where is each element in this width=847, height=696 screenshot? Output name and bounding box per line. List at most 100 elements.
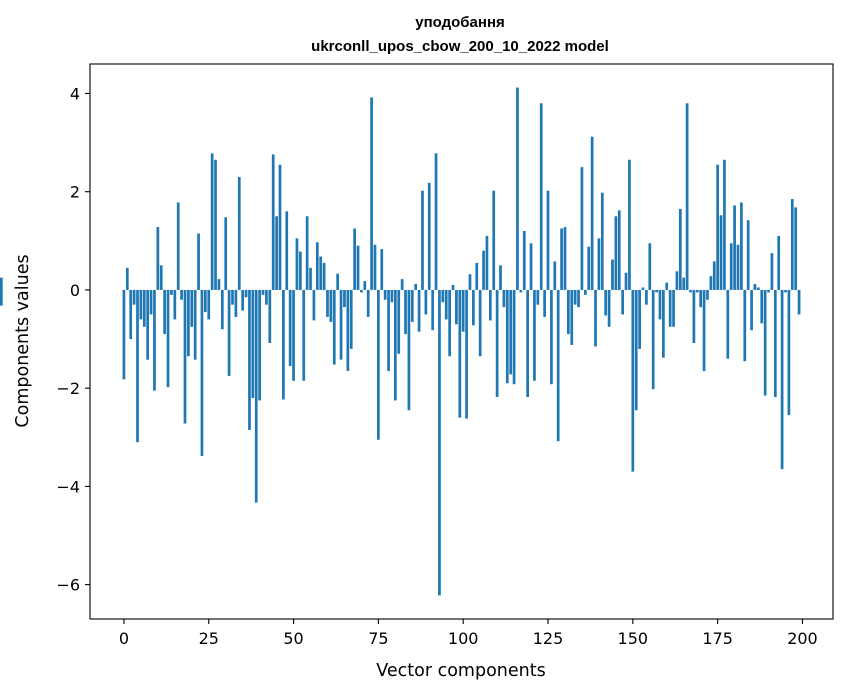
bar-33 — [234, 289, 238, 317]
bar-131 — [567, 289, 570, 335]
bar-62 — [332, 289, 336, 365]
bar-106 — [482, 250, 485, 290]
bar-120 — [529, 243, 533, 290]
x-tick-label-150: 150 — [618, 629, 649, 648]
bar-24 — [203, 289, 207, 313]
bar-43 — [268, 289, 272, 343]
bar-30 — [224, 217, 228, 290]
bar-undefined — [0, 277, 3, 290]
bar-115 — [512, 289, 516, 385]
bar-32 — [231, 289, 234, 305]
bar-1 — [125, 267, 129, 290]
bar-48 — [285, 211, 289, 290]
x-tick-label-200: 200 — [787, 629, 818, 648]
bar-162 — [672, 289, 675, 327]
bar-144 — [611, 259, 614, 290]
bar-16 — [176, 202, 180, 290]
bar-83 — [404, 289, 407, 335]
bar-128 — [556, 289, 560, 442]
bar-182 — [740, 202, 743, 290]
bar-110 — [495, 289, 499, 397]
bar-186 — [753, 284, 757, 290]
bar-38 — [251, 289, 255, 398]
bar-129 — [560, 228, 563, 290]
bar-108 — [488, 289, 492, 321]
bar-185 — [750, 289, 753, 331]
x-tick-label-50: 50 — [283, 629, 303, 648]
bar-6 — [142, 289, 146, 327]
bar-12 — [163, 289, 166, 335]
bar-45 — [275, 216, 278, 290]
bar-27 — [214, 159, 217, 290]
bar-145 — [614, 216, 618, 290]
bar-84 — [407, 289, 411, 411]
bar-67 — [349, 289, 353, 349]
bar-99 — [458, 289, 462, 418]
bar-31 — [227, 289, 231, 376]
bar-87 — [417, 289, 421, 332]
bar-122 — [536, 289, 540, 305]
bar-91 — [431, 289, 435, 331]
bar-160 — [665, 282, 669, 290]
bar-29 — [220, 289, 224, 330]
bar-73 — [370, 97, 373, 290]
y-axis: −6 −4 −2 0 2 4 — [56, 84, 90, 595]
bar-40 — [258, 289, 261, 401]
bar-158 — [658, 289, 662, 320]
bar-167 — [689, 289, 692, 293]
bar-138 — [590, 136, 594, 290]
bar-18 — [183, 289, 187, 424]
y-axis-label: Components values — [13, 254, 33, 427]
bar-97 — [451, 285, 455, 290]
bar-26 — [210, 153, 214, 290]
bar-37 — [248, 289, 251, 430]
bar-46 — [278, 164, 282, 290]
bar-194 — [780, 289, 784, 470]
bar-196 — [787, 289, 791, 416]
bar-102 — [468, 274, 472, 290]
x-tick-label-100: 100 — [448, 629, 479, 648]
y-tick-label--6: −6 — [56, 576, 80, 595]
bar-139 — [594, 289, 597, 347]
bar-130 — [563, 227, 567, 290]
bar-179 — [729, 243, 733, 290]
bar-111 — [499, 265, 502, 290]
bar-127 — [553, 261, 557, 290]
bar-36 — [244, 289, 248, 298]
bar-49 — [288, 289, 292, 367]
bar-141 — [600, 192, 604, 290]
bar-4 — [136, 289, 139, 443]
bar-70 — [360, 289, 363, 293]
bar-153 — [641, 287, 645, 290]
bar-172 — [706, 289, 709, 300]
bar-140 — [597, 238, 601, 290]
bar-109 — [492, 190, 496, 290]
bar-146 — [617, 210, 621, 290]
bar-92 — [434, 153, 438, 290]
bar-0 — [122, 289, 126, 380]
bar-68 — [353, 228, 356, 290]
bar-39 — [254, 289, 258, 503]
bar-61 — [329, 289, 333, 322]
bars-group — [0, 87, 801, 596]
bar-198 — [794, 207, 798, 290]
bar-180 — [733, 205, 736, 290]
x-tick-label-125: 125 — [533, 629, 564, 648]
bar-142 — [604, 289, 608, 316]
bar-69 — [356, 245, 360, 290]
bar-159 — [662, 289, 665, 358]
bar-175 — [716, 164, 719, 290]
chart-title: уподобання — [415, 14, 505, 31]
bar-177 — [723, 159, 726, 290]
bar-197 — [790, 199, 794, 290]
bar-104 — [475, 262, 479, 290]
bar-19 — [187, 289, 190, 357]
bar-101 — [465, 289, 468, 419]
bar-199 — [797, 289, 801, 315]
bar-89 — [424, 289, 428, 315]
bar-undefined — [0, 289, 3, 306]
bar-155 — [648, 243, 652, 290]
bar-51 — [295, 238, 299, 290]
bar-191 — [770, 253, 774, 290]
